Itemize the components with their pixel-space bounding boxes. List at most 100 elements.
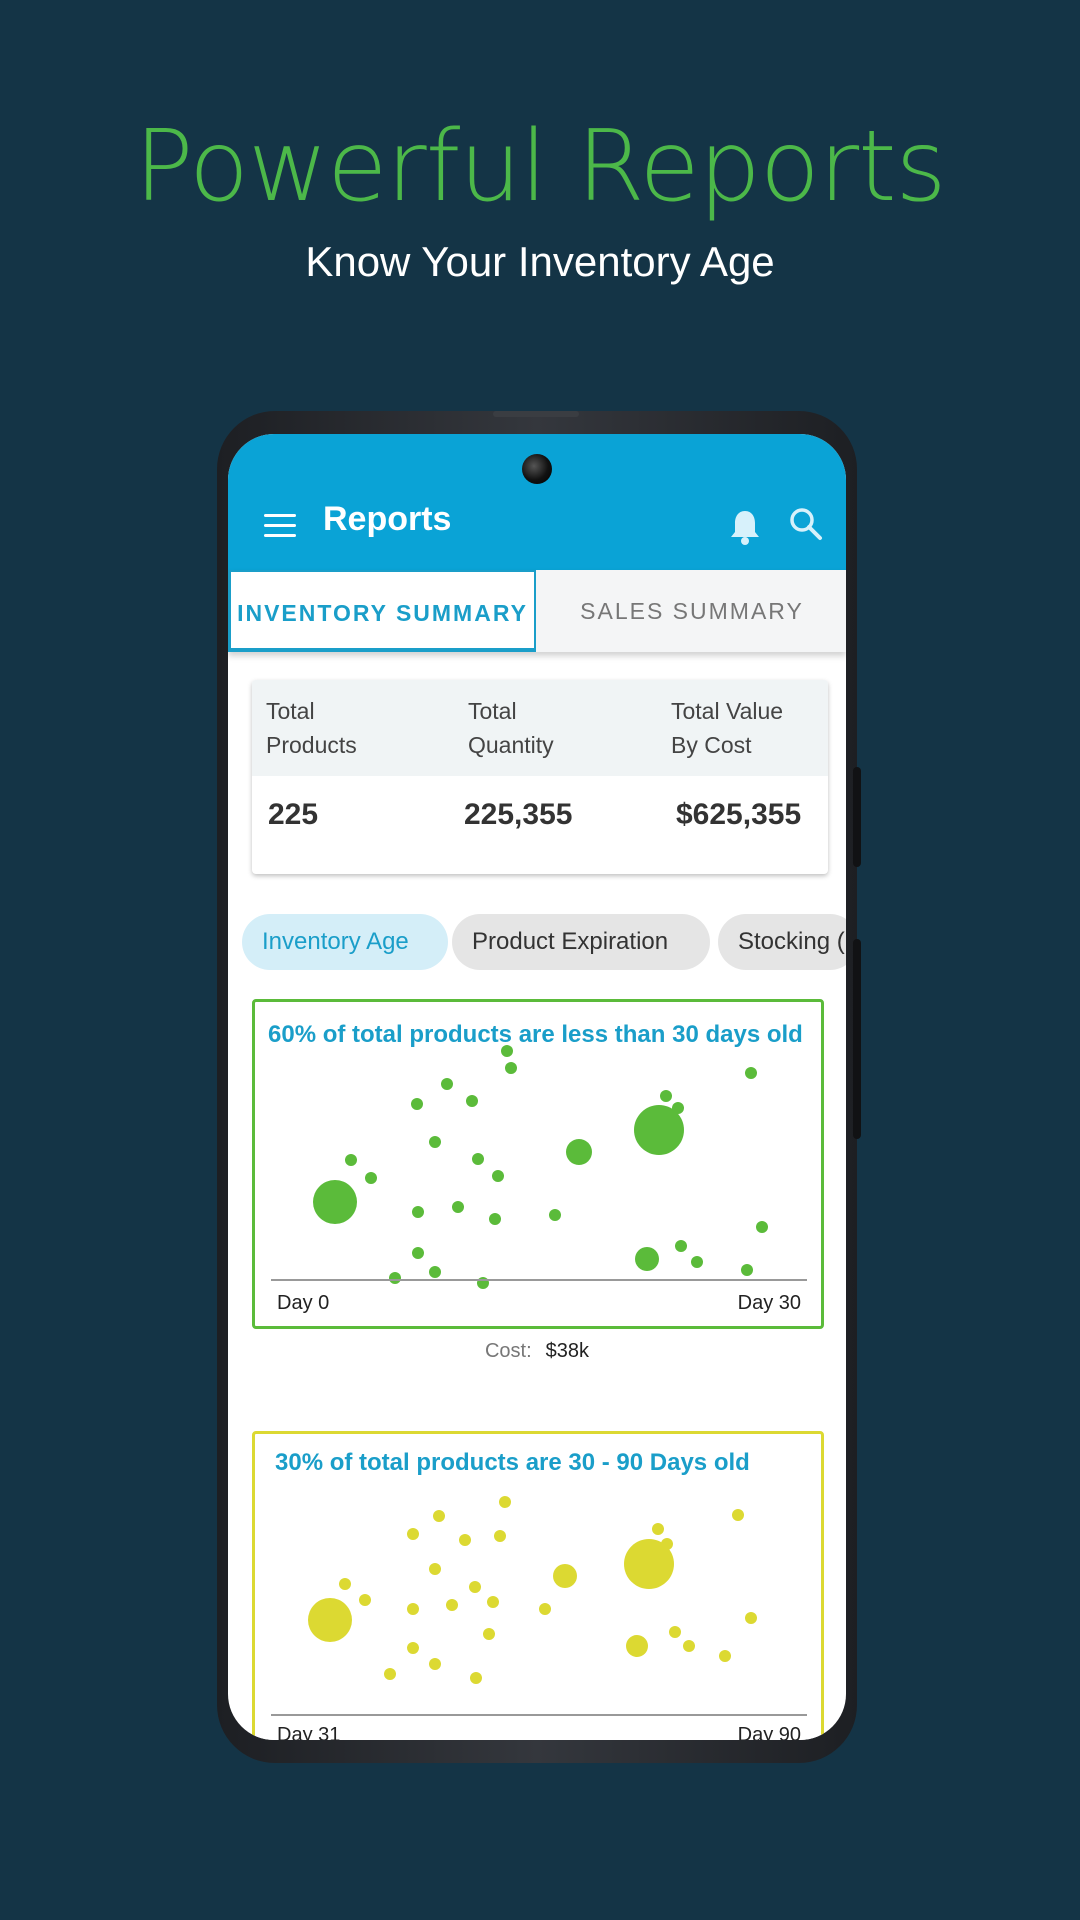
total-value-value: $625,355 bbox=[676, 798, 802, 831]
tab-sales-summary[interactable]: SALES SUMMARY bbox=[580, 598, 804, 624]
bell-icon[interactable] bbox=[728, 508, 762, 546]
tab-inventory-summary[interactable]: INVENTORY SUMMARY bbox=[228, 570, 536, 652]
menu-icon[interactable] bbox=[264, 514, 296, 538]
bubble bbox=[470, 1672, 482, 1684]
bubble bbox=[429, 1136, 441, 1148]
x-axis-start-label: Day 31 bbox=[277, 1724, 341, 1740]
bubble bbox=[411, 1098, 423, 1110]
hero-title: Powerful Reports bbox=[134, 110, 946, 224]
total-products-value: 225 bbox=[268, 798, 319, 831]
bubble bbox=[499, 1496, 511, 1508]
bubble bbox=[487, 1596, 499, 1608]
search-icon[interactable] bbox=[788, 506, 824, 542]
bubble bbox=[472, 1153, 484, 1165]
cost-value: $38k bbox=[545, 1340, 590, 1362]
bubble bbox=[626, 1635, 648, 1657]
bubble bbox=[359, 1594, 371, 1606]
bubble bbox=[675, 1240, 687, 1252]
report-tabs: INVENTORY SUMMARY SALES SUMMARY bbox=[228, 570, 846, 652]
bubble bbox=[339, 1578, 351, 1590]
total-products-label: Total Products bbox=[266, 698, 357, 758]
bubble bbox=[389, 1272, 401, 1284]
chip-inventory-age[interactable]: Inventory Age bbox=[242, 914, 448, 970]
bubble bbox=[553, 1564, 577, 1588]
bubble bbox=[539, 1603, 551, 1615]
bubble bbox=[452, 1201, 464, 1213]
age-card-title: 60% of total products are less than 30 d… bbox=[268, 1021, 803, 1048]
bubble bbox=[429, 1563, 441, 1575]
total-value-label: Total Value By Cost bbox=[671, 698, 784, 758]
bubble bbox=[407, 1603, 419, 1615]
front-camera bbox=[522, 454, 552, 484]
bubble bbox=[412, 1247, 424, 1259]
cost-row: Cost: $38k bbox=[228, 1340, 846, 1363]
x-axis-line bbox=[271, 1279, 807, 1281]
bubble bbox=[549, 1209, 561, 1221]
summary-header bbox=[252, 680, 828, 776]
bubble bbox=[429, 1658, 441, 1670]
bubble bbox=[741, 1264, 753, 1276]
bubble-plot bbox=[313, 1045, 768, 1289]
bubble bbox=[308, 1598, 352, 1642]
bubble bbox=[635, 1247, 659, 1271]
bubble bbox=[691, 1256, 703, 1268]
phone-frame: Reports INVENTORY SUMMARY SALES SUMMARY … bbox=[217, 411, 861, 1763]
bubble bbox=[407, 1642, 419, 1654]
bubble bbox=[756, 1221, 768, 1233]
bubble bbox=[660, 1090, 672, 1102]
bubble bbox=[634, 1105, 684, 1155]
hero-subtitle: Know Your Inventory Age bbox=[305, 238, 775, 285]
bubble bbox=[745, 1612, 757, 1624]
summary-card: Total Products Total Quantity Total Valu… bbox=[252, 680, 828, 874]
bubble bbox=[365, 1172, 377, 1184]
total-quantity-label: Total Quantity bbox=[468, 698, 554, 758]
bubble bbox=[652, 1523, 664, 1535]
age-card-title: 30% of total products are 30 - 90 Days o… bbox=[275, 1449, 750, 1476]
bubble bbox=[489, 1213, 501, 1225]
bubble bbox=[469, 1581, 481, 1593]
x-axis-line bbox=[271, 1714, 807, 1716]
bubble bbox=[719, 1650, 731, 1662]
bubble bbox=[494, 1530, 506, 1542]
x-axis-end-label: Day 90 bbox=[737, 1724, 801, 1740]
bubble bbox=[624, 1539, 674, 1589]
filter-chips: Inventory Age Product Expiration Stockin… bbox=[228, 914, 846, 972]
cost-label: Cost: bbox=[484, 1340, 532, 1362]
bubble bbox=[683, 1640, 695, 1652]
chip-stocking[interactable]: Stocking ( bbox=[718, 914, 846, 970]
bubble bbox=[669, 1626, 681, 1638]
bubble bbox=[745, 1067, 757, 1079]
phone-speaker bbox=[493, 411, 579, 417]
bubble bbox=[384, 1668, 396, 1680]
app-bar: Reports bbox=[228, 434, 846, 570]
bubble bbox=[441, 1078, 453, 1090]
app-bar-title: Reports bbox=[323, 500, 452, 538]
phone-screen: Reports INVENTORY SUMMARY SALES SUMMARY … bbox=[228, 434, 846, 1740]
phone-side-button bbox=[853, 767, 861, 867]
chip-product-expiration[interactable]: Product Expiration bbox=[452, 914, 710, 970]
age-card-0-30[interactable]: 60% of total products are less than 30 d… bbox=[252, 999, 824, 1329]
bubble bbox=[501, 1045, 513, 1057]
bubble bbox=[433, 1510, 445, 1522]
bubble bbox=[313, 1180, 357, 1224]
bubble bbox=[483, 1628, 495, 1640]
bubble bbox=[459, 1534, 471, 1546]
bubble bbox=[466, 1095, 478, 1107]
bubble bbox=[412, 1206, 424, 1218]
bubble bbox=[661, 1538, 673, 1550]
bubble bbox=[345, 1154, 357, 1166]
phone-volume-button bbox=[853, 939, 861, 1139]
bubble bbox=[407, 1528, 419, 1540]
bubble bbox=[446, 1599, 458, 1611]
age-card-30-90[interactable]: 30% of total products are 30 - 90 Days o… bbox=[252, 1431, 824, 1740]
total-quantity-value: 225,355 bbox=[464, 798, 573, 831]
bubble bbox=[505, 1062, 517, 1074]
bubble bbox=[732, 1509, 744, 1521]
bubble bbox=[672, 1102, 684, 1114]
bubble-plot bbox=[308, 1496, 757, 1684]
x-axis-start-label: Day 0 bbox=[277, 1292, 330, 1314]
bubble bbox=[566, 1139, 592, 1165]
bubble bbox=[492, 1170, 504, 1182]
x-axis-end-label: Day 30 bbox=[737, 1292, 801, 1314]
bubble bbox=[429, 1266, 441, 1278]
